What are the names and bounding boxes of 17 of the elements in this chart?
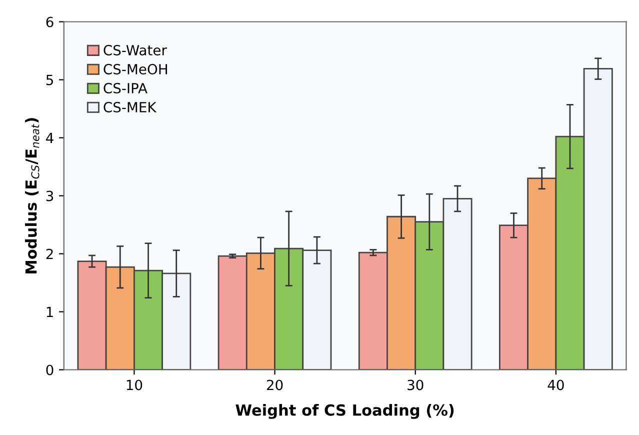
y-tick-label: 0 bbox=[46, 364, 54, 376]
legend-label: CS-IPA bbox=[104, 82, 148, 94]
legend-label: CS-MeOH bbox=[104, 64, 167, 74]
x-tick-label: 40 bbox=[548, 380, 564, 390]
y-tick-label: 5 bbox=[46, 74, 53, 86]
y-tick-label: 4 bbox=[46, 132, 54, 144]
x-axis-title: Weight of CS Loading (%) bbox=[236, 404, 454, 419]
y-tick-label: 3 bbox=[46, 190, 54, 202]
y-tick-label: 2 bbox=[46, 248, 53, 260]
x-tick-label: 10 bbox=[126, 380, 142, 390]
legend-label: CS-MEK bbox=[104, 102, 157, 112]
y-tick-label: 1 bbox=[46, 306, 53, 318]
x-tick-label: 20 bbox=[266, 380, 283, 390]
legend-label: CS-Water bbox=[104, 44, 167, 56]
y-axis-title: Modulus (E$_{CS}$/E$_{neat}$) bbox=[24, 118, 40, 274]
y-tick-label: 6 bbox=[46, 16, 54, 28]
x-tick-label: 30 bbox=[408, 380, 424, 390]
